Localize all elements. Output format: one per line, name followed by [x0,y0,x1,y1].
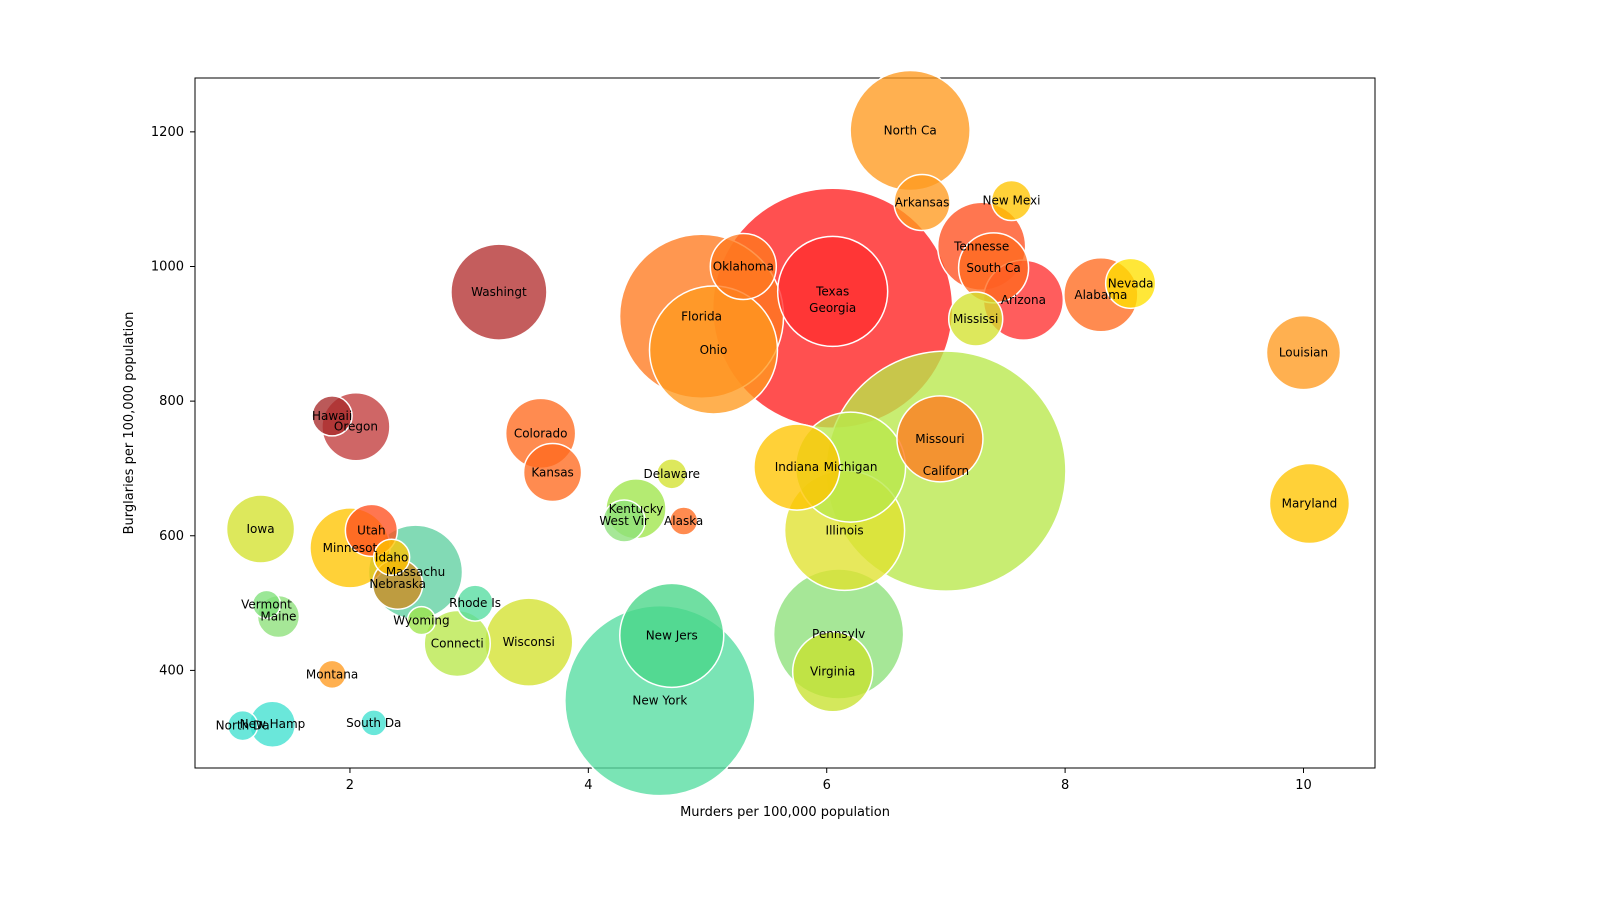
bubble-label: Oregon [334,420,378,434]
bubble-label: South Ca [966,261,1020,275]
y-tick-label: 400 [159,663,184,678]
bubble-label: West Vir [599,514,649,528]
y-tick-label: 1200 [151,125,184,140]
bubble-label: Californ [923,464,969,478]
bubble-label: Utah [357,523,385,537]
bubble-label: New Hamp [240,717,306,731]
bubble-label: Delaware [644,467,701,481]
x-tick-label: 4 [584,778,592,793]
bubble-label: New York [632,694,687,708]
bubble-label: Arizona [1001,293,1046,307]
bubble-label: Wyoming [393,614,449,628]
bubble-label: Virginia [810,665,855,679]
bubble-label: Mississi [953,312,998,326]
bubble-label: Illinois [826,523,864,537]
bubble-label: Tennesse [953,239,1009,253]
bubble-label: Washingt [471,285,527,299]
bubble-label: Maryland [1282,496,1338,510]
bubble-label: Colorado [514,426,568,440]
chart-container: 2 4 6 8 10 400 600 800 1000 1200 Murders per 100,0… [0,0,1600,900]
bubble-label: Florida [681,309,722,323]
x-tick-label: 8 [1061,778,1069,793]
bubble-label: Michigan [824,460,878,474]
bubble-label: Nevada [1108,276,1154,290]
bubble-label: New Jers [646,628,698,642]
bubble-label: Nebraska [369,577,426,591]
x-axis-label: Murders per 100,000 population [680,805,890,820]
bubble-label: Kansas [531,465,573,479]
bubble-label: New Mexi [982,194,1040,208]
bubble-label: Kentucky [609,502,664,516]
bubble-label: Montana [306,667,358,681]
x-tick-label: 6 [823,778,831,793]
bubble-label: Minnesot [323,541,378,555]
bubble-label: Maine [260,610,296,624]
y-tick-label: 1000 [151,259,184,274]
bubble-label: Missouri [915,432,964,446]
bubble-label: Idaho [375,550,408,564]
bubble-label: North Ca [884,124,937,138]
bubble-label: Massachu [386,565,445,579]
bubble-label: Iowa [247,522,275,536]
bubble-label: Wisconsi [503,635,555,649]
bubble-label: Alaska [664,514,703,528]
bubble-label: Connecti [431,636,484,650]
y-tick-label: 800 [159,394,184,409]
y-tick-label: 600 [159,529,184,544]
bubble-label: Arkansas [895,196,950,210]
bubble-chart: 2 4 6 8 10 400 600 800 1000 1200 Murders per 100,0… [0,0,1600,900]
x-tick-label: 10 [1295,778,1312,793]
bubble-label: Ohio [700,343,728,357]
bubble-label: Louisian [1279,346,1328,360]
bubble-label: South Da [346,716,401,730]
bubble-label: Oklahoma [713,259,774,273]
bubble-label: Texas [815,284,849,298]
bubbles [227,71,1350,796]
y-axis-label: Burglaries per 100,000 population [122,312,137,535]
bubble-label: Rhode Is [449,596,501,610]
x-tick-label: 2 [346,778,354,793]
bubble-label: Georgia [809,301,856,315]
bubble-label: Indiana [775,460,819,474]
bubble-label: Pennsylv [812,627,865,641]
